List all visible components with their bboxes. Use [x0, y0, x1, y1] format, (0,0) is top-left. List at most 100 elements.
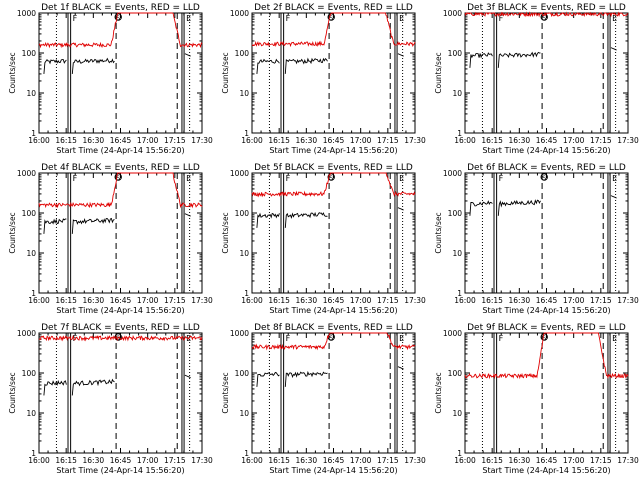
events-series-line — [256, 212, 280, 228]
y-tick-label: 100 — [235, 369, 250, 378]
y-tick-label: 10 — [239, 409, 249, 418]
y-tick-label: 1000 — [230, 329, 249, 338]
x-tick-label: 16:45 — [536, 296, 558, 305]
x-tick-label: 17:30 — [404, 136, 426, 145]
x-tick-label: 16:00 — [241, 136, 263, 145]
x-axis-label: Start Time (24-Apr-14 15:56:20) — [56, 306, 184, 315]
y-tick-label: 100 — [448, 369, 463, 378]
x-tick-label: 17:00 — [563, 296, 585, 305]
panel-title: Det 5f BLACK = Events, RED = LLD — [254, 163, 413, 173]
marker-circle-s — [327, 173, 335, 181]
panel-title: Det 1f BLACK = Events, RED = LLD — [41, 3, 200, 13]
marker-letter-e: E — [612, 14, 617, 23]
x-tick-label: 16:30 — [296, 136, 318, 145]
y-tick-label: 10 — [26, 89, 36, 98]
x-tick-label: 16:30 — [83, 296, 105, 305]
x-tick-label: 16:30 — [509, 136, 531, 145]
y-axis-label: Counts/sec — [8, 212, 17, 253]
y-tick-label: 10 — [452, 249, 462, 258]
marker-letter-f: F — [286, 174, 291, 183]
marker-letter-s: S — [542, 14, 546, 22]
x-tick-label: 16:15 — [55, 456, 77, 465]
marker-letter-s: S — [329, 334, 333, 342]
events-series-line — [43, 379, 67, 396]
y-axis-label: Counts/sec — [8, 372, 17, 413]
panel-det-6: Det 6f BLACK = Events, RED = LLD 1 10 100 10… — [434, 163, 639, 315]
marker-letter-f: F — [73, 174, 78, 183]
lld-series-line — [38, 172, 203, 209]
y-tick-label: 10 — [26, 409, 36, 418]
panel-title: Det 8f BLACK = Events, RED = LLD — [254, 323, 413, 333]
x-tick-label: 17:30 — [191, 136, 213, 145]
marker-letter-f: F — [73, 334, 78, 343]
panel-det-8: Det 8f BLACK = Events, RED = LLD 1 10 100 10… — [221, 323, 426, 475]
lld-series-line — [464, 332, 629, 380]
x-tick-label: 17:00 — [563, 456, 585, 465]
marker-letter-e: E — [612, 334, 617, 343]
y-tick-label: 1 — [244, 289, 249, 298]
panel-det-5: Det 5f BLACK = Events, RED = LLD 1 10 100 10… — [221, 163, 426, 315]
y-tick-label: 100 — [235, 209, 250, 218]
x-tick-label: 16:30 — [83, 136, 105, 145]
x-tick-label: 16:30 — [509, 456, 531, 465]
panel-det-4: Det 4f BLACK = Events, RED = LLD 1 10 100 10… — [8, 163, 213, 315]
x-tick-label: 17:30 — [191, 456, 213, 465]
events-series-line — [397, 207, 404, 211]
x-tick-label: 16:15 — [481, 296, 503, 305]
x-tick-label: 16:45 — [110, 296, 132, 305]
lld-series-line — [251, 332, 416, 351]
events-series-line — [610, 195, 617, 199]
events-series-line — [397, 366, 404, 370]
marker-letter-s: S — [542, 334, 546, 342]
x-tick-label: 17:00 — [350, 456, 372, 465]
marker-letter-e: E — [612, 174, 617, 183]
events-series-line — [184, 53, 191, 57]
events-series-line — [256, 58, 280, 74]
lld-series-line — [464, 11, 629, 18]
x-tick-label: 17:15 — [377, 456, 399, 465]
x-tick-label: 16:45 — [536, 136, 558, 145]
x-tick-label: 16:15 — [268, 296, 290, 305]
y-tick-label: 1 — [244, 129, 249, 138]
x-tick-label: 16:15 — [481, 456, 503, 465]
y-tick-label: 100 — [22, 49, 37, 58]
marker-letter-f: F — [286, 14, 291, 23]
x-tick-label: 16:45 — [323, 456, 345, 465]
x-tick-label: 16:00 — [241, 296, 263, 305]
x-axis-label: Start Time (24-Apr-14 15:56:20) — [269, 306, 397, 315]
x-tick-label: 16:30 — [296, 296, 318, 305]
x-axis-label: Start Time (24-Apr-14 15:56:20) — [56, 146, 184, 155]
events-series-line — [43, 218, 67, 234]
x-tick-label: 16:00 — [241, 456, 263, 465]
events-series-line — [469, 52, 493, 68]
marker-circle-s — [114, 13, 122, 21]
y-tick-label: 1000 — [230, 9, 249, 18]
x-tick-label: 16:45 — [323, 136, 345, 145]
x-tick-label: 17:30 — [617, 296, 639, 305]
marker-letter-e: E — [399, 14, 404, 23]
y-tick-label: 10 — [239, 249, 249, 258]
y-tick-label: 10 — [26, 249, 36, 258]
marker-letter-f: F — [499, 174, 504, 183]
x-tick-label: 17:00 — [350, 136, 372, 145]
x-tick-label: 17:30 — [404, 296, 426, 305]
y-tick-label: 1 — [457, 449, 462, 458]
y-tick-label: 1 — [31, 449, 36, 458]
x-tick-label: 17:15 — [377, 296, 399, 305]
x-tick-label: 17:30 — [404, 456, 426, 465]
y-axis-label: Counts/sec — [221, 212, 230, 253]
panel-det-7: Det 7f BLACK = Events, RED = LLD 1 10 100 10… — [8, 323, 213, 475]
marker-letter-s: S — [542, 174, 546, 182]
x-tick-label: 17:00 — [563, 136, 585, 145]
x-tick-label: 16:45 — [536, 456, 558, 465]
events-series-line — [610, 47, 617, 51]
x-tick-label: 16:30 — [296, 456, 318, 465]
y-tick-label: 1 — [457, 289, 462, 298]
marker-letter-f: F — [286, 334, 291, 343]
x-axis-label: Start Time (24-Apr-14 15:56:20) — [482, 466, 610, 475]
x-tick-label: 17:30 — [617, 456, 639, 465]
marker-letter-f: F — [499, 14, 504, 23]
events-series-line — [43, 58, 67, 74]
y-tick-label: 100 — [235, 49, 250, 58]
